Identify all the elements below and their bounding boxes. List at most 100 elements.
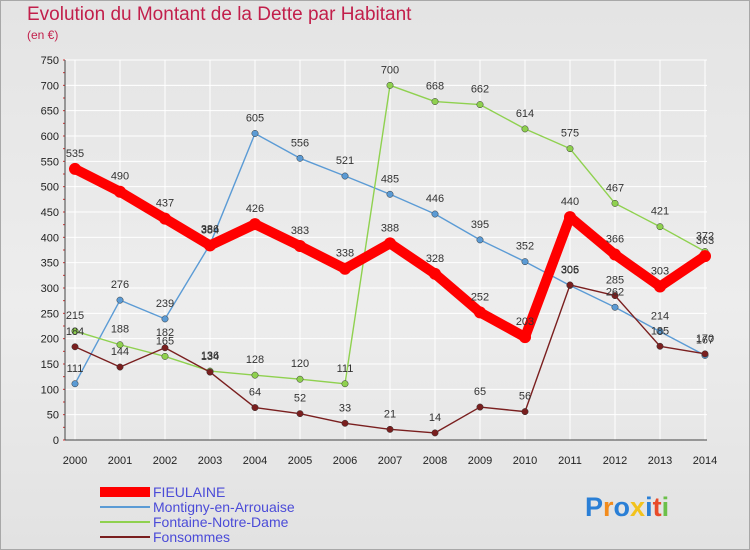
data-point	[71, 380, 79, 388]
data-point	[341, 419, 349, 427]
chart-subtitle: (en €)	[27, 28, 59, 42]
x-tick-label: 2006	[333, 455, 357, 467]
data-label: 535	[66, 148, 84, 160]
data-label: 521	[336, 155, 354, 167]
data-label: 276	[111, 279, 129, 291]
data-point	[114, 185, 126, 198]
data-point	[699, 250, 711, 263]
data-point	[429, 267, 441, 280]
data-point	[431, 210, 439, 218]
data-label: 426	[246, 203, 264, 215]
data-label: 446	[426, 193, 444, 205]
data-point	[251, 371, 259, 379]
data-point	[341, 380, 349, 388]
data-label: 111	[337, 363, 354, 375]
y-tick-label: 700	[41, 80, 59, 92]
y-tick-label: 200	[41, 334, 59, 346]
y-tick-label: 500	[41, 182, 59, 194]
y-tick-label: 350	[41, 258, 59, 270]
data-label: 203	[516, 316, 534, 328]
data-label: 575	[561, 128, 579, 140]
data-point	[476, 236, 484, 244]
data-label: 184	[66, 326, 84, 338]
data-label: 239	[156, 298, 174, 310]
data-label: 56	[519, 391, 531, 403]
data-point	[294, 239, 306, 252]
data-point	[161, 315, 169, 323]
data-label: 383	[291, 225, 309, 237]
data-point	[69, 162, 81, 175]
data-label-layer: 535 490 437 384 426 383 338 388 328 252 203 440 366 3…	[66, 64, 714, 424]
x-tick-label: 2004	[243, 455, 267, 467]
data-point	[386, 190, 394, 198]
legend-label: Fonsommes	[153, 529, 230, 545]
data-point	[384, 237, 396, 250]
data-label: 188	[111, 324, 129, 336]
data-label: 252	[471, 291, 489, 303]
data-point	[474, 306, 486, 319]
data-point	[701, 350, 709, 358]
data-label: 33	[339, 402, 351, 414]
data-label: 328	[426, 253, 444, 265]
y-tick-label: 250	[41, 308, 59, 320]
x-tick-label: 2008	[423, 455, 447, 467]
data-point	[521, 258, 529, 266]
logo-letter: P	[585, 492, 603, 522]
data-label: 215	[66, 310, 84, 322]
data-label: 111	[67, 363, 84, 375]
data-label: 134	[201, 351, 219, 363]
data-label: 372	[696, 231, 714, 243]
data-label: 421	[651, 206, 669, 218]
data-point	[116, 296, 124, 304]
logo-letter: t	[653, 492, 662, 522]
data-label: 338	[336, 248, 354, 260]
data-label: 262	[606, 286, 624, 298]
data-label: 366	[606, 234, 624, 246]
y-tick-label: 50	[47, 410, 59, 422]
data-label: 437	[156, 198, 174, 210]
x-tick-label: 2002	[153, 455, 177, 467]
data-point	[564, 211, 576, 224]
data-label: 52	[294, 393, 306, 405]
x-tick-label: 2000	[63, 455, 87, 467]
data-point	[206, 368, 214, 376]
data-label: 144	[111, 346, 129, 358]
data-label: 214	[651, 311, 669, 323]
data-label: 167	[696, 334, 714, 346]
y-tick-label: 600	[41, 131, 59, 143]
logo-letter: o	[614, 492, 631, 522]
y-tick-label: 550	[41, 156, 59, 168]
y-tick-label: 650	[41, 106, 59, 118]
x-tick-label: 2010	[513, 455, 537, 467]
data-point	[386, 425, 394, 433]
data-label: 700	[381, 64, 399, 76]
x-tick-label: 2001	[108, 455, 132, 467]
proxiti-logo: Proxiti	[585, 492, 669, 522]
data-label: 556	[291, 137, 309, 149]
data-point	[116, 363, 124, 371]
legend-label: Fontaine-Notre-Dame	[153, 514, 289, 530]
logo-letter: r	[603, 492, 614, 522]
data-point	[116, 341, 124, 349]
data-point	[521, 125, 529, 133]
data-point	[251, 404, 259, 412]
x-tick-label: 2007	[378, 455, 402, 467]
data-label: 485	[381, 173, 399, 185]
data-label: 388	[381, 222, 399, 234]
data-label: 384	[201, 224, 219, 236]
x-tick-label: 2003	[198, 455, 222, 467]
data-label: 440	[561, 196, 579, 208]
data-point	[476, 403, 484, 411]
data-point	[431, 98, 439, 105]
legend: FIEULAINEMontigny-en-ArrouaiseFontaine-N…	[100, 484, 295, 545]
data-point	[476, 101, 484, 109]
data-point	[204, 239, 216, 252]
data-label: 185	[651, 325, 669, 337]
data-label: 64	[249, 387, 261, 399]
data-point	[521, 408, 529, 416]
data-point	[386, 81, 394, 89]
data-label: 14	[429, 412, 441, 424]
logo-letter: i	[645, 492, 653, 522]
